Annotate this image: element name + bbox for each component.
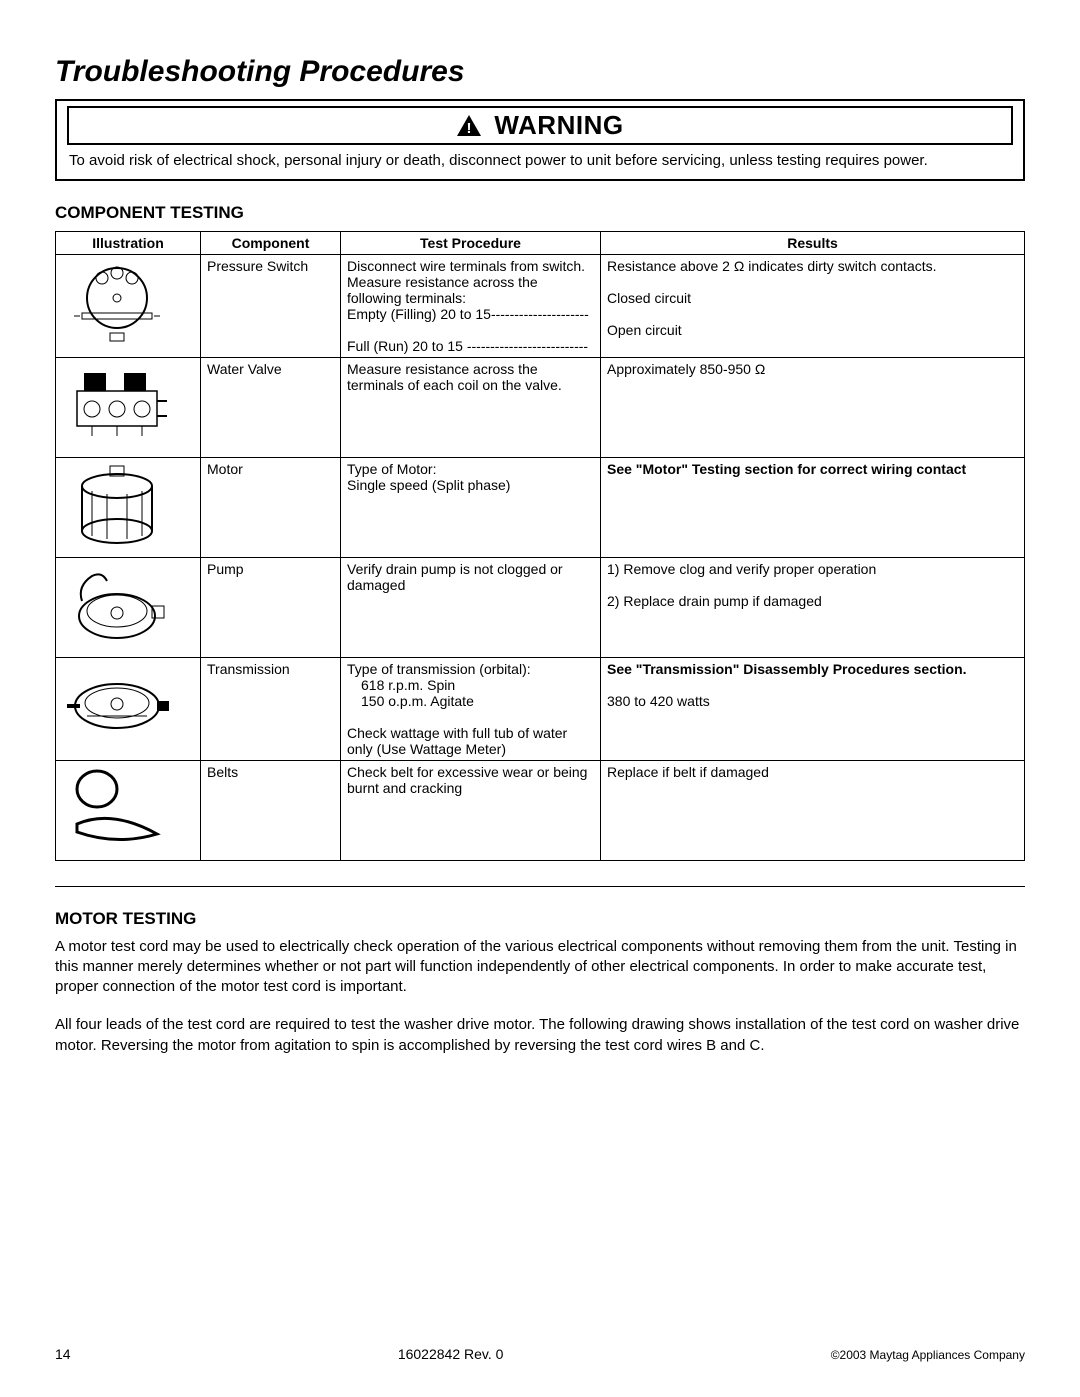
test-procedure: Type of transmission (orbital): 618 r.p.… — [341, 657, 601, 760]
text: Measure resistance across the following … — [347, 274, 538, 306]
warning-label: WARNING — [494, 110, 623, 141]
warning-body: To avoid risk of electrical shock, perso… — [57, 151, 1023, 171]
text: Empty (Filling) 20 to 15----------------… — [347, 306, 589, 322]
results: Resistance above 2 Ω indicates dirty swi… — [601, 254, 1025, 357]
text-bold: See "Motor" Testing section for correct … — [607, 461, 966, 477]
results: See "Motor" Testing section for correct … — [601, 457, 1025, 557]
page-title: Troubleshooting Procedures — [55, 55, 1025, 89]
component-name: Belts — [201, 760, 341, 860]
table-header-row: Illustration Component Test Procedure Re… — [56, 231, 1025, 254]
text: Check wattage with full tub of water onl… — [347, 725, 567, 757]
test-procedure: Type of Motor: Single speed (Split phase… — [341, 457, 601, 557]
results: Replace if belt if damaged — [601, 760, 1025, 860]
text: Open circuit — [607, 322, 682, 338]
component-name: Motor — [201, 457, 341, 557]
illustration-motor — [56, 457, 201, 557]
component-name: Water Valve — [201, 357, 341, 457]
col-test-procedure: Test Procedure — [341, 231, 601, 254]
warning-box: ! WARNING To avoid risk of electrical sh… — [55, 99, 1025, 181]
text: Closed circuit — [607, 290, 691, 306]
illustration-belts — [56, 760, 201, 860]
text: 150 o.p.m. Agitate — [347, 693, 474, 709]
component-name: Transmission — [201, 657, 341, 760]
results: See "Transmission" Disassembly Procedure… — [601, 657, 1025, 760]
page-footer: 14 16022842 Rev. 0 ©2003 Maytag Applianc… — [55, 1346, 1025, 1362]
text: Type of transmission (orbital): — [347, 661, 531, 677]
text: 1) Remove clog and verify proper operati… — [607, 561, 876, 577]
illustration-pressure-switch — [56, 254, 201, 357]
component-name: Pump — [201, 557, 341, 657]
text: Type of Motor: — [347, 461, 436, 477]
text: Resistance above 2 Ω indicates dirty swi… — [607, 258, 937, 274]
text: Single speed (Split phase) — [347, 477, 510, 493]
text: 380 to 420 watts — [607, 693, 710, 709]
illustration-transmission — [56, 657, 201, 760]
warning-triangle-icon: ! — [456, 114, 482, 137]
test-procedure: Disconnect wire terminals from switch. M… — [341, 254, 601, 357]
motor-testing-heading: MOTOR TESTING — [55, 909, 1025, 929]
document-id: 16022842 Rev. 0 — [398, 1346, 504, 1362]
test-procedure: Measure resistance across the terminals … — [341, 357, 601, 457]
table-row: Water Valve Measure resistance across th… — [56, 357, 1025, 457]
table-row: Pump Verify drain pump is not clogged or… — [56, 557, 1025, 657]
col-illustration: Illustration — [56, 231, 201, 254]
motor-testing-para-2: All four leads of the test cord are requ… — [55, 1015, 1025, 1056]
warning-header: ! WARNING — [67, 106, 1013, 145]
text-bold: See "Transmission" Disassembly Procedure… — [607, 661, 967, 677]
table-row: Belts Check belt for excessive wear or b… — [56, 760, 1025, 860]
results: Approximately 850-950 Ω — [601, 357, 1025, 457]
table-row: Transmission Type of transmission (orbit… — [56, 657, 1025, 760]
results: 1) Remove clog and verify proper operati… — [601, 557, 1025, 657]
component-table: Illustration Component Test Procedure Re… — [55, 231, 1025, 861]
illustration-water-valve — [56, 357, 201, 457]
col-component: Component — [201, 231, 341, 254]
table-row: Motor Type of Motor: Single speed (Split… — [56, 457, 1025, 557]
svg-text:!: ! — [467, 120, 472, 137]
text: Disconnect wire terminals from switch. — [347, 258, 585, 274]
motor-testing-para-1: A motor test cord may be used to electri… — [55, 937, 1025, 998]
illustration-pump — [56, 557, 201, 657]
text: Full (Run) 20 to 15 --------------------… — [347, 338, 588, 354]
text: 2) Replace drain pump if damaged — [607, 593, 822, 609]
component-name: Pressure Switch — [201, 254, 341, 357]
col-results: Results — [601, 231, 1025, 254]
component-testing-heading: COMPONENT TESTING — [55, 203, 1025, 223]
page-number: 14 — [55, 1346, 71, 1362]
copyright-text: ©2003 Maytag Appliances Company — [831, 1348, 1025, 1362]
test-procedure: Verify drain pump is not clogged or dama… — [341, 557, 601, 657]
text: 618 r.p.m. Spin — [347, 677, 455, 693]
table-row: Pressure Switch Disconnect wire terminal… — [56, 254, 1025, 357]
test-procedure: Check belt for excessive wear or being b… — [341, 760, 601, 860]
section-divider — [55, 886, 1025, 887]
